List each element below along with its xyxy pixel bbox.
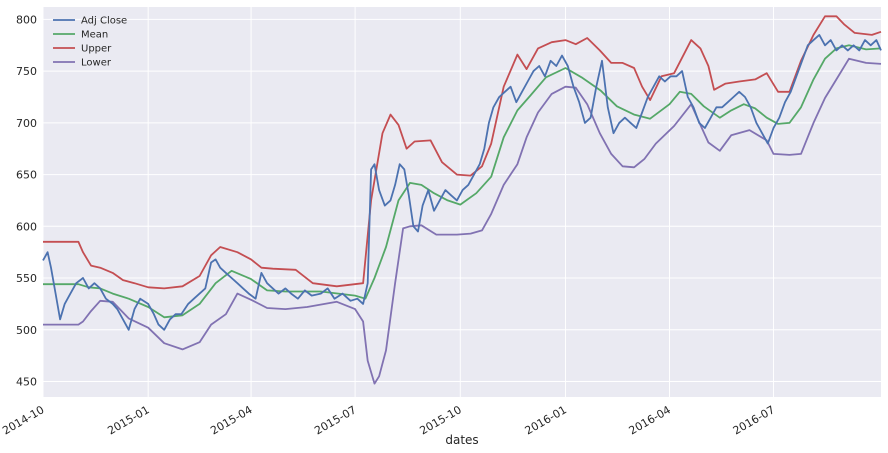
x-tick-label: 2015-04	[208, 403, 254, 437]
series-line-mean	[43, 44, 882, 319]
series-line-adj-close	[42, 34, 882, 331]
y-tick-label: 450	[16, 375, 37, 388]
legend-label: Upper	[81, 44, 112, 55]
y-tick-label: 600	[16, 220, 37, 233]
x-axis-label: dates	[445, 433, 478, 447]
legend-label: Mean	[81, 30, 108, 41]
y-tick-label: 650	[16, 169, 37, 182]
y-tick-label: 750	[16, 65, 37, 78]
y-axis-ticks: 450 500 550 600 650 700 750 800	[16, 13, 37, 388]
x-tick-label: 2016-01	[523, 403, 569, 437]
plot-area	[43, 7, 881, 397]
y-tick-label: 500	[16, 324, 37, 337]
y-tick-label: 550	[16, 272, 37, 285]
x-tick-label: 2016-07	[731, 403, 777, 437]
legend-label: Lower	[81, 58, 112, 69]
y-tick-label: 700	[16, 117, 37, 130]
y-tick-label: 800	[16, 13, 37, 26]
series-line-lower	[43, 57, 882, 385]
x-tick-label: 2016-04	[627, 403, 673, 437]
x-tick-label: 2015-01	[105, 403, 151, 437]
legend: Adj Close Mean Upper Lower	[53, 16, 127, 69]
x-tick-label: 2015-07	[312, 403, 358, 437]
series-lines	[42, 15, 882, 385]
x-axis-ticks: 2014-10 2015-01 2015-04 2015-07 2015-10 2016-…	[0, 403, 777, 437]
x-tick-label: 2014-10	[0, 403, 46, 437]
legend-label: Adj Close	[81, 16, 127, 27]
series-line-upper	[43, 15, 882, 290]
